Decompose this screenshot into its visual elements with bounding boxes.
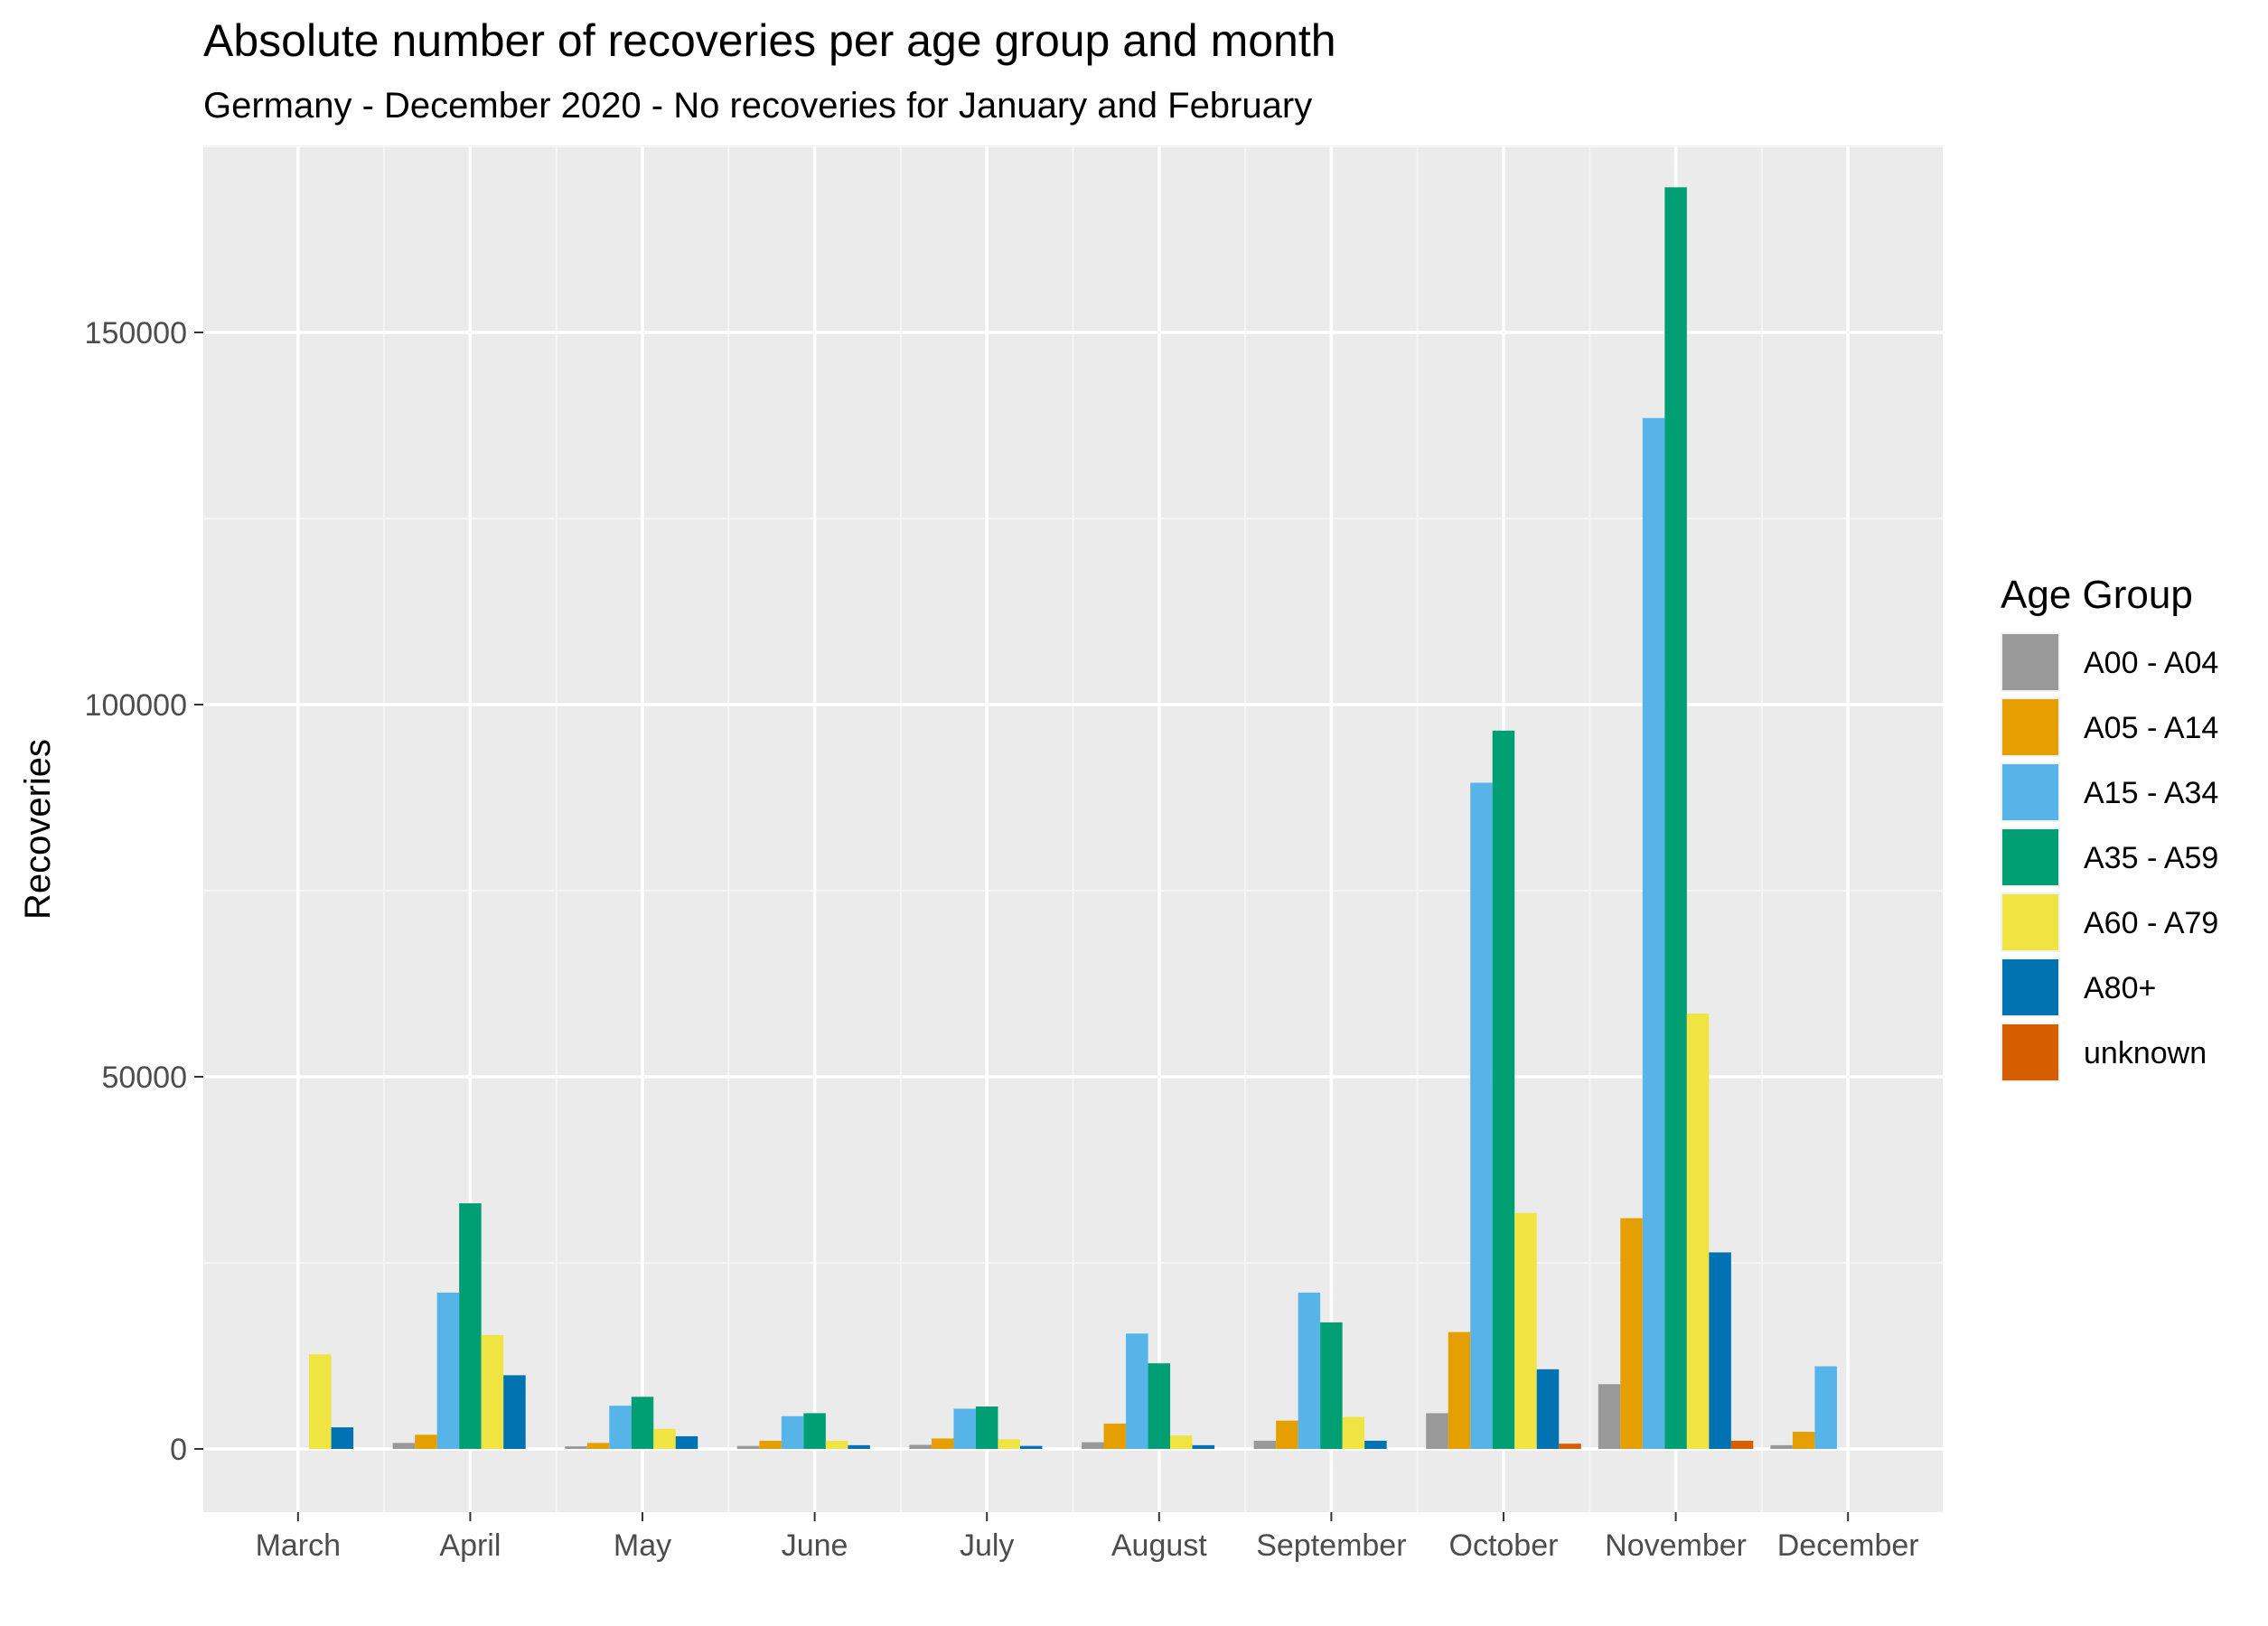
bar (1276, 1420, 1298, 1449)
bar (1298, 1292, 1321, 1449)
legend-title: Age Group (2001, 573, 2193, 617)
bar (1686, 1013, 1710, 1449)
bar (998, 1439, 1020, 1449)
legend-label: A35 - A59 (2084, 841, 2218, 875)
x-tick-label: July (960, 1528, 1014, 1563)
bar (909, 1444, 932, 1449)
bar (825, 1440, 848, 1449)
bar (1709, 1252, 1731, 1449)
bar (1598, 1384, 1621, 1449)
legend-key (2002, 959, 2058, 1015)
bar (1770, 1444, 1793, 1449)
legend-key (2002, 764, 2058, 820)
bar (1426, 1413, 1448, 1449)
bar (1814, 1366, 1837, 1449)
bar (803, 1413, 826, 1449)
bar (1620, 1218, 1643, 1449)
y-tick-label: 0 (170, 1433, 187, 1467)
bar (1559, 1444, 1581, 1449)
bar (503, 1375, 526, 1449)
bar (1492, 730, 1515, 1449)
bar (436, 1292, 460, 1449)
x-tick-label: April (439, 1528, 501, 1563)
bar (631, 1397, 654, 1449)
legend-label: A60 - A79 (2084, 906, 2218, 940)
bar (1514, 1212, 1537, 1449)
bar (586, 1443, 610, 1449)
y-axis-title: Recoveries (18, 739, 58, 920)
bar (1342, 1416, 1365, 1449)
legend-key (2002, 894, 2058, 950)
bar (1364, 1440, 1387, 1449)
x-axis: March April May June July August September Octo… (256, 1512, 1919, 1563)
bar (481, 1334, 504, 1449)
bar (848, 1444, 870, 1449)
bar (1792, 1432, 1815, 1449)
bar (609, 1406, 632, 1449)
x-tick-label: September (1256, 1528, 1406, 1563)
legend-label: A00 - A04 (2084, 646, 2218, 680)
bar (1470, 782, 1493, 1449)
bar (1192, 1444, 1215, 1449)
chart-subtitle: Germany - December 2020 - No recoveries … (203, 86, 1312, 126)
y-axis: 0 50000 100000 150000 (85, 316, 203, 1467)
bar (1320, 1322, 1343, 1449)
x-tick-label: October (1449, 1528, 1559, 1563)
legend-key (2002, 699, 2058, 755)
x-tick-label: December (1777, 1528, 1919, 1563)
x-tick-label: March (256, 1528, 341, 1563)
x-tick-label: June (782, 1528, 848, 1563)
legend-key (2002, 1024, 2058, 1080)
bar (759, 1440, 782, 1449)
bar (1170, 1435, 1193, 1449)
x-tick-label: August (1111, 1528, 1207, 1563)
bar (1448, 1332, 1471, 1449)
bar (953, 1408, 976, 1449)
bar (392, 1443, 416, 1449)
legend-label: A05 - A14 (2084, 711, 2218, 745)
y-tick-label: 50000 (101, 1061, 187, 1095)
y-tick-label: 100000 (85, 688, 187, 723)
minor-grid (203, 145, 1943, 1512)
bar (1536, 1369, 1560, 1449)
bar (1730, 1440, 1754, 1449)
legend: A00 - A04 A05 - A14 A15 - A34 A35 - A59 A60 … (2001, 632, 2218, 1082)
legend-label: unknown (2084, 1036, 2207, 1070)
bar (1664, 187, 1687, 1449)
bar (309, 1354, 332, 1449)
chart-title: Absolute number of recoveries per age gr… (203, 15, 1336, 66)
bar (736, 1445, 760, 1449)
bar (675, 1435, 698, 1449)
legend-label: A15 - A34 (2084, 776, 2218, 810)
y-tick-label: 150000 (85, 316, 187, 350)
bar (415, 1434, 437, 1449)
x-tick-label: May (614, 1528, 671, 1563)
bar (1148, 1363, 1171, 1449)
bar (565, 1446, 587, 1449)
legend-key (2002, 634, 2058, 690)
legend-key (2002, 829, 2058, 885)
bar (781, 1416, 804, 1449)
bar (1082, 1442, 1104, 1449)
bar (975, 1406, 998, 1449)
bar (331, 1427, 354, 1449)
bar (1019, 1445, 1043, 1449)
x-tick-label: November (1605, 1528, 1747, 1563)
bar (1642, 417, 1665, 1449)
bar (1253, 1440, 1277, 1449)
legend-label: A80+ (2084, 971, 2156, 1005)
bar (653, 1428, 676, 1449)
bar (459, 1203, 482, 1449)
bar (1103, 1423, 1127, 1449)
bars (309, 187, 1837, 1449)
bar (931, 1438, 954, 1449)
bar (1126, 1333, 1148, 1449)
